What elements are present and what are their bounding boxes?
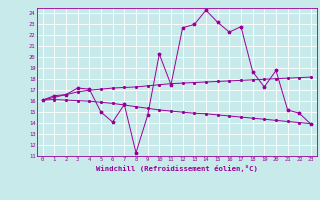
X-axis label: Windchill (Refroidissement éolien,°C): Windchill (Refroidissement éolien,°C) [96, 165, 258, 172]
